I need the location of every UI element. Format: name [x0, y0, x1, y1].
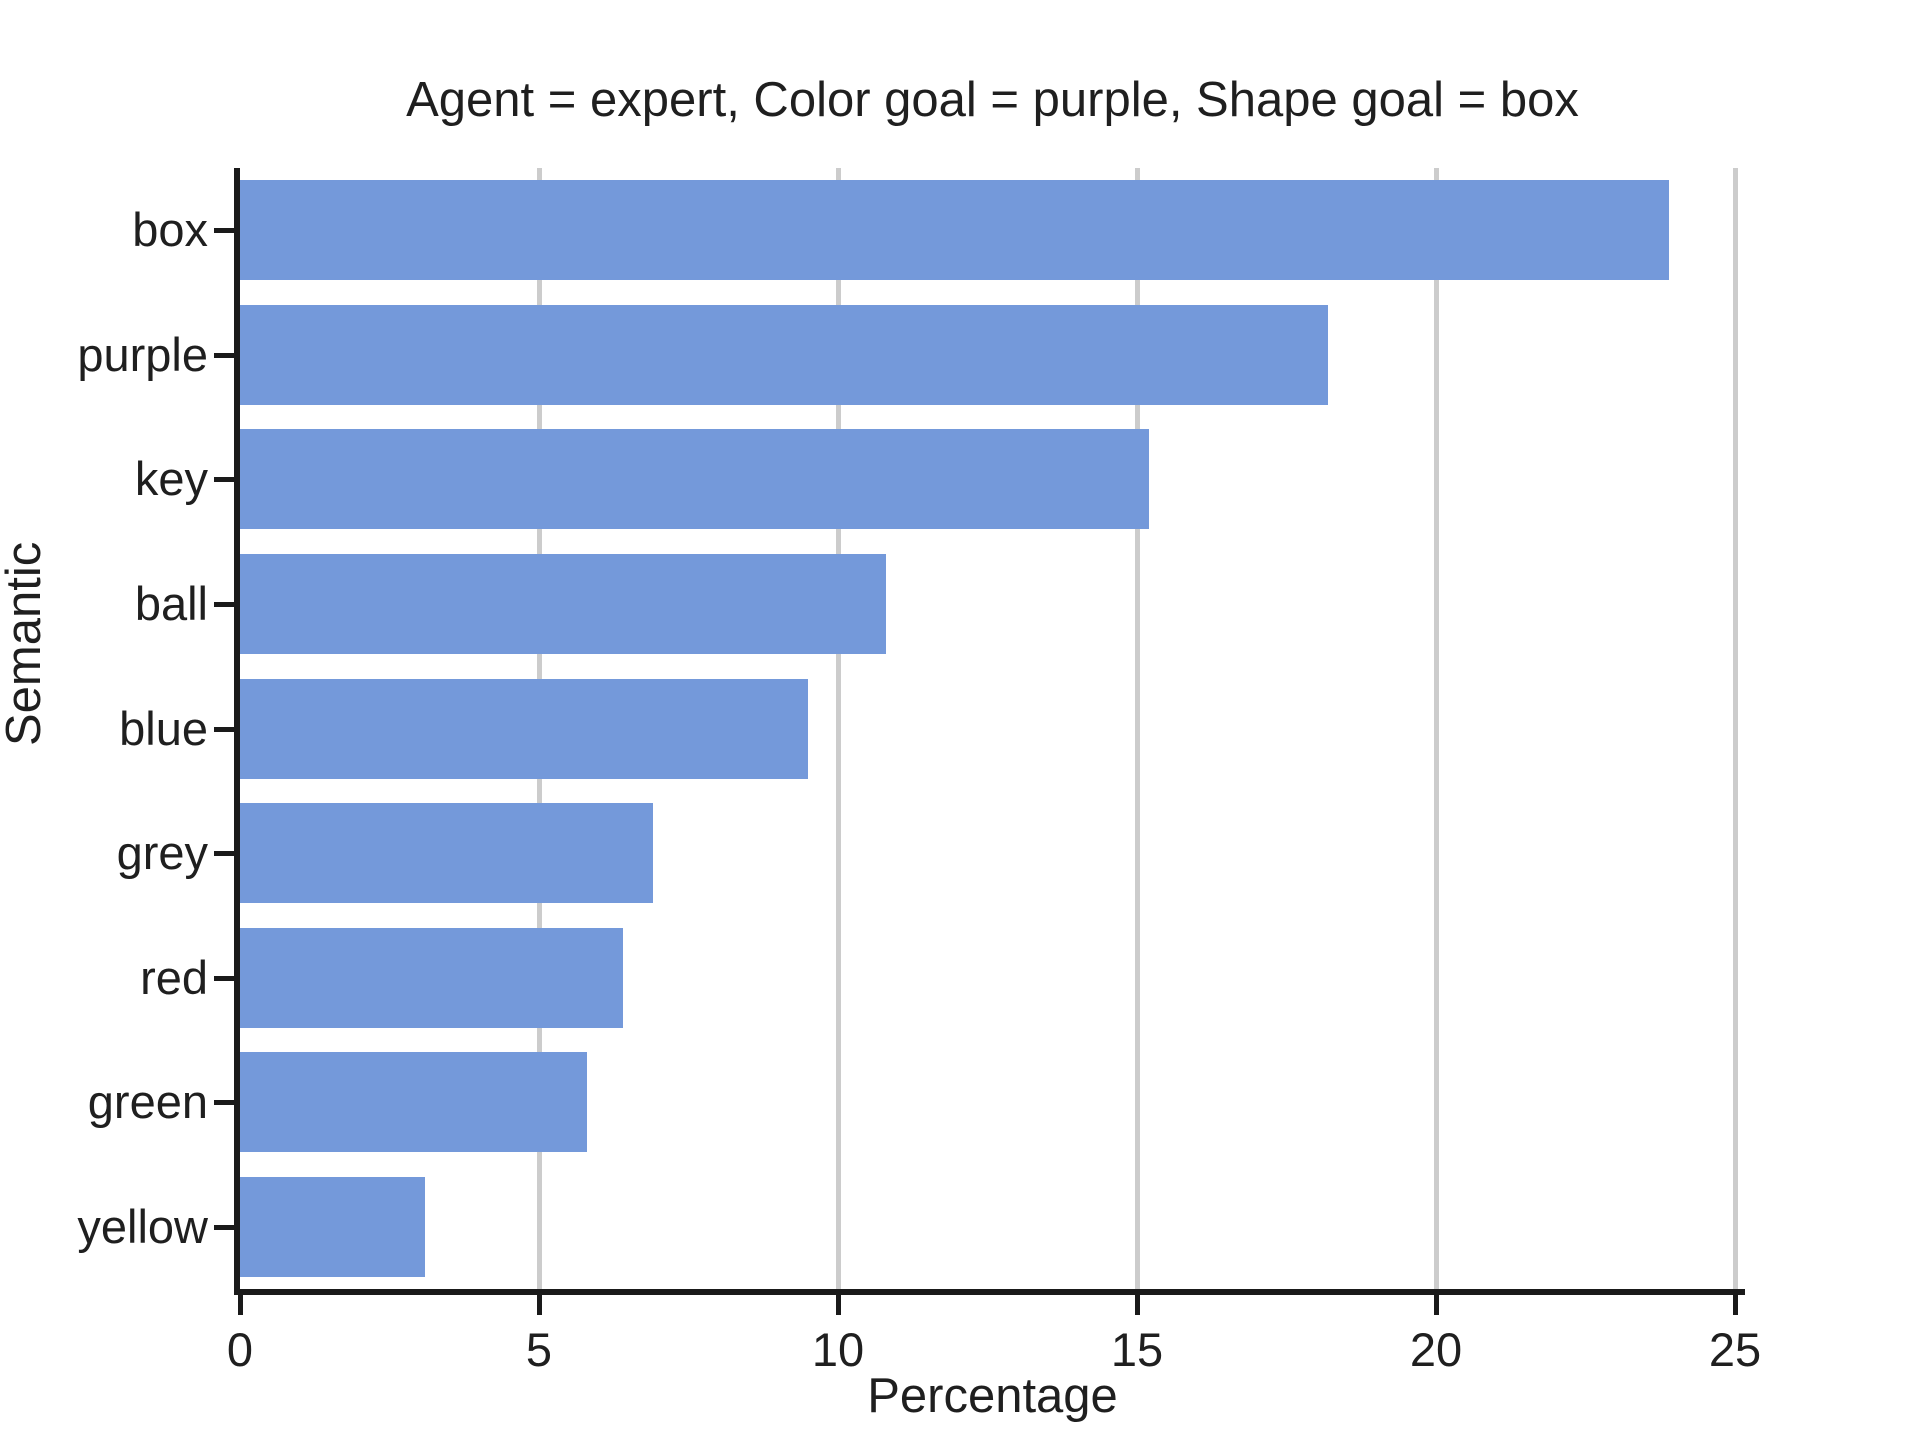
gridline-x-10	[836, 168, 841, 1289]
chart-title: Agent = expert, Color goal = purple, Sha…	[406, 73, 1579, 127]
bar-yellow	[240, 1176, 426, 1277]
bar-blue	[240, 678, 809, 779]
y-tick-mark-yellow	[214, 1224, 234, 1230]
bar-purple	[240, 304, 1329, 405]
y-tick-mark-red	[214, 975, 234, 981]
y-axis-spine	[234, 168, 240, 1295]
gridline-x-25	[1733, 168, 1738, 1289]
x-tick-label-0: 0	[226, 1323, 254, 1376]
y-tick-mark-blue	[214, 726, 234, 732]
x-axis-label: Percentage	[867, 1369, 1118, 1423]
y-tick-label-key: key	[134, 452, 208, 506]
y-tick-mark-key	[214, 477, 234, 483]
y-tick-mark-purple	[214, 352, 234, 358]
gridline-x-15	[1135, 168, 1140, 1289]
x-tick-label-20: 20	[1409, 1323, 1463, 1376]
gridline-x-20	[1434, 168, 1439, 1289]
y-tick-label-box: box	[132, 203, 208, 257]
y-tick-label-ball: ball	[134, 576, 208, 630]
x-tick-mark-25	[1733, 1295, 1738, 1315]
y-tick-label-purple: purple	[77, 327, 208, 381]
x-tick-mark-20	[1434, 1295, 1439, 1315]
y-tick-mark-grey	[214, 851, 234, 857]
x-tick-mark-15	[1135, 1295, 1140, 1315]
y-tick-mark-green	[214, 1100, 234, 1106]
y-tick-mark-box	[214, 228, 234, 234]
bar-red	[240, 927, 623, 1028]
y-tick-label-grey: grey	[116, 826, 208, 880]
y-tick-mark-ball	[214, 601, 234, 607]
bar-ball	[240, 553, 886, 654]
x-tick-mark-0	[238, 1295, 243, 1315]
y-tick-label-yellow: yellow	[77, 1199, 208, 1253]
bar-green	[240, 1052, 587, 1153]
x-tick-mark-5	[537, 1295, 542, 1315]
bar-box	[240, 180, 1670, 281]
y-tick-label-green: green	[87, 1075, 208, 1129]
bar-key	[240, 429, 1149, 530]
y-tick-label-red: red	[140, 950, 208, 1004]
bar-grey	[240, 803, 653, 904]
x-tick-label-5: 5	[525, 1323, 553, 1376]
x-tick-label-15: 15	[1110, 1323, 1164, 1376]
x-tick-mark-10	[836, 1295, 841, 1315]
x-tick-label-10: 10	[811, 1323, 865, 1376]
y-tick-label-blue: blue	[119, 701, 208, 755]
plot-area	[240, 168, 1745, 1289]
x-tick-label-25: 25	[1708, 1323, 1762, 1376]
x-axis-spine	[234, 1289, 1745, 1295]
